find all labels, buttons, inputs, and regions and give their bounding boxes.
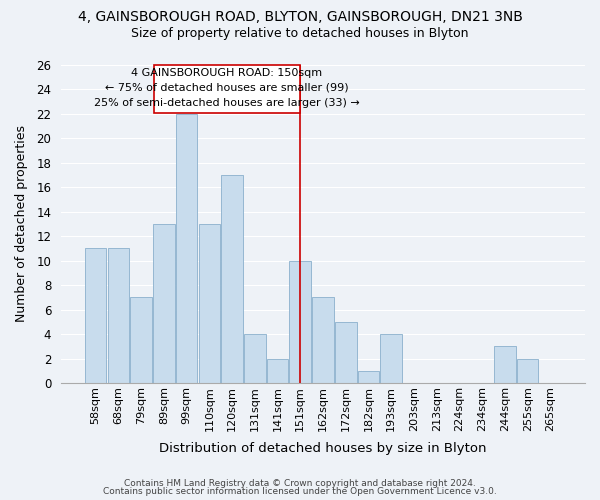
Bar — [289, 260, 311, 383]
Bar — [267, 358, 289, 383]
Text: 4 GAINSBOROUGH ROAD: 150sqm: 4 GAINSBOROUGH ROAD: 150sqm — [131, 68, 323, 78]
Bar — [517, 358, 538, 383]
Text: Size of property relative to detached houses in Blyton: Size of property relative to detached ho… — [131, 28, 469, 40]
Text: 4, GAINSBOROUGH ROAD, BLYTON, GAINSBOROUGH, DN21 3NB: 4, GAINSBOROUGH ROAD, BLYTON, GAINSBOROU… — [77, 10, 523, 24]
Bar — [494, 346, 516, 383]
Bar — [380, 334, 402, 383]
Bar — [358, 371, 379, 383]
Bar — [244, 334, 266, 383]
Y-axis label: Number of detached properties: Number of detached properties — [15, 126, 28, 322]
Bar — [154, 65, 300, 112]
Bar — [221, 175, 243, 383]
Bar — [130, 298, 152, 383]
Text: Contains public sector information licensed under the Open Government Licence v3: Contains public sector information licen… — [103, 487, 497, 496]
Bar — [199, 224, 220, 383]
Bar — [107, 248, 129, 383]
Bar — [176, 114, 197, 383]
Text: Contains HM Land Registry data © Crown copyright and database right 2024.: Contains HM Land Registry data © Crown c… — [124, 478, 476, 488]
Bar — [312, 298, 334, 383]
Bar — [153, 224, 175, 383]
Text: ← 75% of detached houses are smaller (99): ← 75% of detached houses are smaller (99… — [105, 83, 349, 93]
Bar — [85, 248, 106, 383]
Text: 25% of semi-detached houses are larger (33) →: 25% of semi-detached houses are larger (… — [94, 98, 360, 108]
X-axis label: Distribution of detached houses by size in Blyton: Distribution of detached houses by size … — [159, 442, 487, 455]
Bar — [335, 322, 356, 383]
